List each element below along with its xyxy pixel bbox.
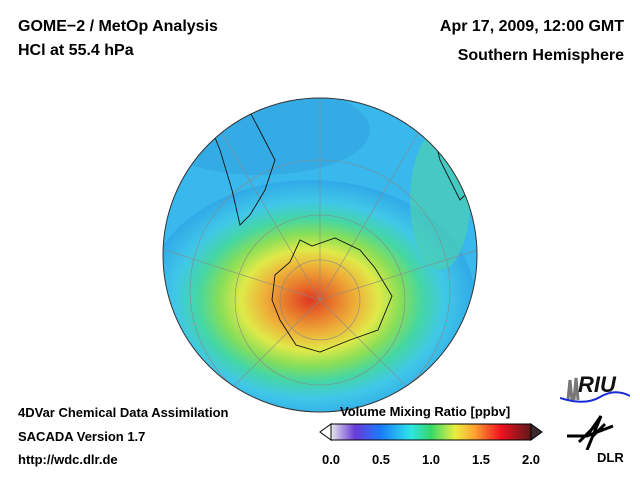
dlr-logo-icon [567, 415, 614, 450]
date-time: Apr 17, 2009, 12:00 GMT [439, 18, 624, 35]
colorbar-tick: 2.0 [521, 452, 541, 467]
colorbar-max-extension [530, 423, 543, 441]
colorbar-gradient [330, 423, 532, 441]
graticule [164, 98, 477, 412]
colorbar-tick: 0.0 [321, 452, 341, 467]
colorbar [319, 423, 543, 441]
version-label: SACADA Version 1.7 [18, 429, 146, 444]
hemisphere-label: Southern Hemisphere [457, 47, 624, 64]
colorbar-title: Volume Mixing Ratio [ppbv] [340, 404, 511, 419]
dlr-logo-text: DLR [597, 450, 624, 465]
species-level: HCl at 55.4 hPa [18, 42, 134, 59]
riu-logo-graphic [560, 377, 630, 403]
product-title: GOME−2 / MetOp Analysis [18, 18, 218, 35]
method-label: 4DVar Chemical Data Assimilation [18, 405, 229, 420]
colorbar-tick: 1.0 [421, 452, 441, 467]
website-link[interactable]: http://wdc.dlr.de [18, 452, 118, 467]
colorbar-tick: 1.5 [471, 452, 491, 467]
vortex-field [163, 180, 475, 412]
colorbar-tick: 0.5 [371, 452, 391, 467]
colorbar-min-extension [319, 423, 332, 441]
